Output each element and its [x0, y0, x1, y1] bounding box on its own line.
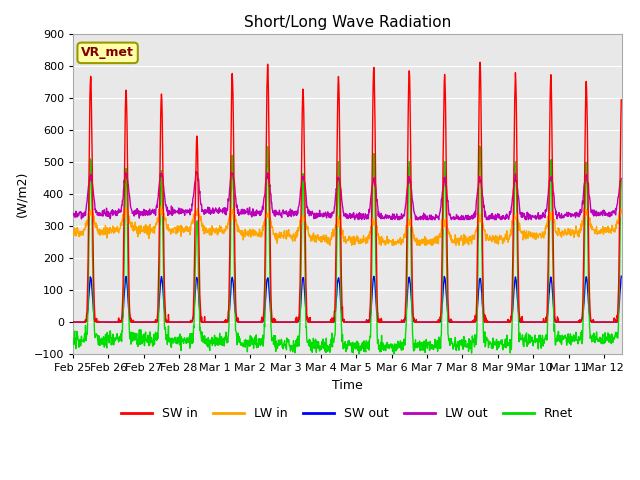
Line: LW out: LW out [73, 171, 621, 220]
SW in [545, 192, 553, 197]
Title: Short/Long Wave Radiation: Short/Long Wave Radiation [244, 15, 451, 30]
LW in [484, 237, 492, 243]
LW in [69, 231, 77, 237]
SW out [484, 319, 492, 325]
LW in [326, 242, 334, 248]
LW in [179, 224, 186, 229]
SW out [545, 298, 552, 304]
Line: SW out: SW out [73, 276, 621, 322]
LW out [278, 212, 285, 217]
LW in [545, 214, 553, 220]
Rnet [484, 345, 492, 350]
Text: VR_met: VR_met [81, 47, 134, 60]
Rnet [227, 190, 235, 196]
Line: LW in: LW in [73, 207, 621, 245]
SW out [168, 319, 175, 325]
LW out [192, 168, 200, 174]
SW in [178, 319, 186, 325]
Line: Rnet: Rnet [73, 146, 621, 354]
Rnet [69, 341, 77, 347]
SW out [178, 319, 186, 325]
SW out [69, 319, 77, 325]
SW out [618, 273, 625, 279]
SW in [69, 319, 77, 325]
LW out [618, 176, 625, 181]
LW in [228, 216, 236, 222]
SW in [168, 319, 175, 325]
SW in [476, 60, 484, 65]
LW in [278, 229, 285, 235]
SW in [618, 97, 625, 103]
LW out [545, 178, 553, 183]
Rnet [277, 341, 285, 347]
Rnet [476, 143, 483, 149]
LW out [228, 170, 236, 176]
Y-axis label: (W/m2): (W/m2) [15, 171, 28, 217]
Legend: SW in, LW in, SW out, LW out, Rnet: SW in, LW in, SW out, LW out, Rnet [116, 402, 579, 425]
LW out [168, 203, 175, 209]
Rnet [618, 178, 625, 184]
LW in [168, 227, 175, 232]
SW out [227, 281, 235, 287]
X-axis label: Time: Time [332, 379, 363, 392]
SW in [277, 319, 285, 325]
LW in [618, 210, 625, 216]
LW out [351, 217, 358, 223]
Rnet [545, 224, 553, 230]
Rnet [168, 344, 175, 350]
SW in [227, 121, 235, 127]
LW in [157, 204, 164, 210]
Rnet [178, 339, 186, 345]
SW out [277, 319, 285, 325]
Line: SW in: SW in [73, 62, 621, 322]
Rnet [390, 351, 398, 357]
SW in [484, 319, 492, 325]
LW out [178, 207, 186, 213]
LW out [69, 210, 77, 216]
LW out [484, 214, 492, 219]
